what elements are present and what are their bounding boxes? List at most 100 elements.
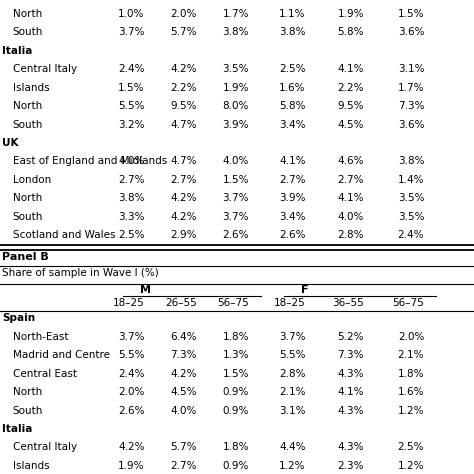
Text: 4.3%: 4.3%: [337, 369, 364, 379]
Text: 4.5%: 4.5%: [337, 119, 364, 129]
Text: 4.7%: 4.7%: [170, 156, 197, 166]
Text: 56–75: 56–75: [217, 299, 249, 309]
Text: 2.0%: 2.0%: [118, 387, 145, 397]
Text: Central East: Central East: [13, 369, 77, 379]
Text: 3.9%: 3.9%: [222, 119, 249, 129]
Text: Panel B: Panel B: [2, 252, 49, 262]
Text: 1.6%: 1.6%: [398, 387, 424, 397]
Text: 5.7%: 5.7%: [170, 27, 197, 37]
Text: 3.8%: 3.8%: [222, 27, 249, 37]
Text: UK: UK: [2, 138, 19, 148]
Text: South: South: [13, 212, 43, 222]
Text: 5.8%: 5.8%: [279, 101, 306, 111]
Text: 4.0%: 4.0%: [337, 212, 364, 222]
Text: South: South: [13, 119, 43, 129]
Text: North: North: [13, 101, 42, 111]
Text: M: M: [140, 285, 151, 295]
Text: 1.2%: 1.2%: [398, 461, 424, 471]
Text: 2.6%: 2.6%: [118, 406, 145, 416]
Text: North: North: [13, 387, 42, 397]
Text: 56–75: 56–75: [392, 299, 424, 309]
Text: 2.1%: 2.1%: [279, 387, 306, 397]
Text: 2.7%: 2.7%: [170, 461, 197, 471]
Text: 3.7%: 3.7%: [279, 332, 306, 342]
Text: 4.2%: 4.2%: [170, 193, 197, 203]
Text: 4.2%: 4.2%: [118, 442, 145, 453]
Text: Italia: Italia: [2, 424, 33, 434]
Text: London: London: [13, 175, 51, 185]
Text: North-East: North-East: [13, 332, 68, 342]
Text: 1.5%: 1.5%: [222, 175, 249, 185]
Text: 1.8%: 1.8%: [398, 369, 424, 379]
Text: 1.7%: 1.7%: [222, 9, 249, 19]
Text: 2.2%: 2.2%: [337, 82, 364, 92]
Text: 2.5%: 2.5%: [398, 442, 424, 453]
Text: North: North: [13, 193, 42, 203]
Text: 3.3%: 3.3%: [118, 212, 145, 222]
Text: 5.7%: 5.7%: [170, 442, 197, 453]
Text: 3.7%: 3.7%: [118, 27, 145, 37]
Text: 3.1%: 3.1%: [398, 64, 424, 74]
Text: 4.6%: 4.6%: [337, 156, 364, 166]
Text: 2.7%: 2.7%: [170, 175, 197, 185]
Text: 1.8%: 1.8%: [222, 332, 249, 342]
Text: Central Italy: Central Italy: [13, 442, 77, 453]
Text: 4.1%: 4.1%: [337, 193, 364, 203]
Text: Islands: Islands: [13, 461, 49, 471]
Text: 3.7%: 3.7%: [118, 332, 145, 342]
Text: 0.9%: 0.9%: [222, 406, 249, 416]
Text: 2.4%: 2.4%: [118, 369, 145, 379]
Text: 5.8%: 5.8%: [337, 27, 364, 37]
Text: 26–55: 26–55: [165, 299, 197, 309]
Text: 3.7%: 3.7%: [222, 193, 249, 203]
Text: 2.6%: 2.6%: [279, 230, 306, 240]
Text: 4.2%: 4.2%: [170, 64, 197, 74]
Text: 1.9%: 1.9%: [118, 461, 145, 471]
Text: 4.3%: 4.3%: [337, 406, 364, 416]
Text: 3.5%: 3.5%: [222, 64, 249, 74]
Text: South: South: [13, 27, 43, 37]
Text: Central Italy: Central Italy: [13, 64, 77, 74]
Text: 3.6%: 3.6%: [398, 119, 424, 129]
Text: South: South: [13, 406, 43, 416]
Text: 3.9%: 3.9%: [279, 193, 306, 203]
Text: 7.3%: 7.3%: [337, 350, 364, 360]
Text: East of England and Midlands: East of England and Midlands: [13, 156, 167, 166]
Text: 9.5%: 9.5%: [337, 101, 364, 111]
Text: 2.1%: 2.1%: [398, 350, 424, 360]
Text: 2.8%: 2.8%: [337, 230, 364, 240]
Text: 4.0%: 4.0%: [118, 156, 145, 166]
Text: 3.6%: 3.6%: [398, 27, 424, 37]
Text: 2.3%: 2.3%: [337, 461, 364, 471]
Text: 1.3%: 1.3%: [222, 350, 249, 360]
Text: 1.7%: 1.7%: [398, 82, 424, 92]
Text: 4.0%: 4.0%: [222, 156, 249, 166]
Text: 18–25: 18–25: [113, 299, 145, 309]
Text: 8.0%: 8.0%: [222, 101, 249, 111]
Text: 1.8%: 1.8%: [222, 442, 249, 453]
Text: 4.1%: 4.1%: [337, 64, 364, 74]
Text: 3.2%: 3.2%: [118, 119, 145, 129]
Text: North: North: [13, 9, 42, 19]
Text: 4.2%: 4.2%: [170, 212, 197, 222]
Text: 1.4%: 1.4%: [398, 175, 424, 185]
Text: Islands: Islands: [13, 82, 49, 92]
Text: 2.7%: 2.7%: [279, 175, 306, 185]
Text: 2.7%: 2.7%: [337, 175, 364, 185]
Text: 1.1%: 1.1%: [279, 9, 306, 19]
Text: 3.5%: 3.5%: [398, 212, 424, 222]
Text: 2.5%: 2.5%: [118, 230, 145, 240]
Text: 1.5%: 1.5%: [222, 369, 249, 379]
Text: F: F: [301, 285, 309, 295]
Text: 3.4%: 3.4%: [279, 212, 306, 222]
Text: 7.3%: 7.3%: [170, 350, 197, 360]
Text: 2.4%: 2.4%: [118, 64, 145, 74]
Text: 3.8%: 3.8%: [279, 27, 306, 37]
Text: 2.2%: 2.2%: [170, 82, 197, 92]
Text: 0.9%: 0.9%: [222, 461, 249, 471]
Text: 1.9%: 1.9%: [337, 9, 364, 19]
Text: 4.5%: 4.5%: [170, 387, 197, 397]
Text: 1.2%: 1.2%: [398, 406, 424, 416]
Text: 18–25: 18–25: [274, 299, 306, 309]
Text: 2.0%: 2.0%: [398, 332, 424, 342]
